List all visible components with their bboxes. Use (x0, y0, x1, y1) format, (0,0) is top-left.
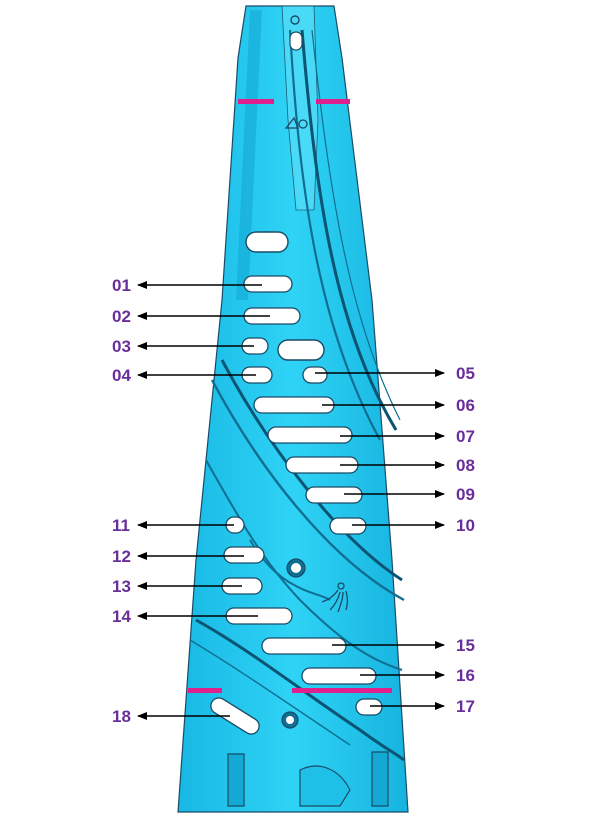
callout-05: 05 (315, 364, 475, 383)
callout-09: 09 (344, 485, 475, 504)
slot-16 (301, 667, 377, 685)
slot-05 (302, 366, 328, 384)
callout-14: 14 (112, 607, 258, 626)
bottom-feet (227, 751, 389, 807)
raised-tabs (245, 231, 325, 361)
callout-label: 02 (112, 307, 131, 326)
callout-15: 15 (332, 636, 475, 655)
callout-07: 07 (340, 427, 475, 446)
callout-12: 12 (112, 547, 244, 566)
slot-09 (305, 486, 363, 504)
callout-label: 01 (112, 276, 131, 295)
slot-01 (243, 275, 293, 293)
slot-12 (223, 546, 265, 564)
callout-label: 16 (456, 666, 475, 685)
callout-label: 13 (112, 577, 131, 596)
callout-02: 02 (112, 307, 270, 326)
top-features (284, 15, 308, 129)
callout-label: 08 (456, 456, 475, 475)
water-spray-icon (321, 582, 349, 613)
slot-15 (261, 637, 347, 655)
callout-18: 18 (112, 707, 230, 726)
callout-label: 15 (456, 636, 475, 655)
callout-08: 08 (340, 456, 475, 475)
callout-label: 11 (112, 516, 130, 535)
logo-mark-icon (284, 116, 308, 129)
callout-label: 09 (456, 485, 475, 504)
ring-hole-icon (290, 15, 300, 25)
callout-10: 10 (352, 516, 475, 535)
callout-11: 11 (112, 516, 234, 535)
slot-10 (329, 517, 367, 535)
curved-grooves (189, 29, 405, 762)
callout-04: 04 (112, 366, 256, 385)
callouts-left: 01 02 03 04 11 12 13 14 18 (112, 276, 270, 726)
callout-label: 18 (112, 707, 131, 726)
alignment-markers (188, 99, 392, 693)
callout-01: 01 (112, 276, 262, 295)
callout-label: 14 (112, 607, 131, 626)
callout-label: 07 (456, 427, 475, 446)
slot-18 (210, 697, 260, 735)
callout-13: 13 (112, 577, 242, 596)
slot-07 (267, 426, 353, 444)
slots (210, 275, 383, 735)
callout-label: 17 (456, 697, 475, 716)
callout-06: 06 (322, 396, 475, 415)
callout-16: 16 (360, 666, 475, 685)
callout-17: 17 (370, 697, 475, 716)
callout-label: 05 (456, 364, 475, 383)
callouts-right: 05 06 07 08 09 10 15 16 17 (315, 364, 475, 716)
slot-17 (355, 698, 383, 716)
callout-label: 12 (112, 547, 131, 566)
callout-label: 03 (112, 337, 131, 356)
callout-label: 06 (456, 396, 475, 415)
holes (281, 558, 306, 729)
callout-label: 10 (456, 516, 475, 535)
callout-label: 04 (112, 366, 131, 385)
callout-03: 03 (112, 337, 254, 356)
